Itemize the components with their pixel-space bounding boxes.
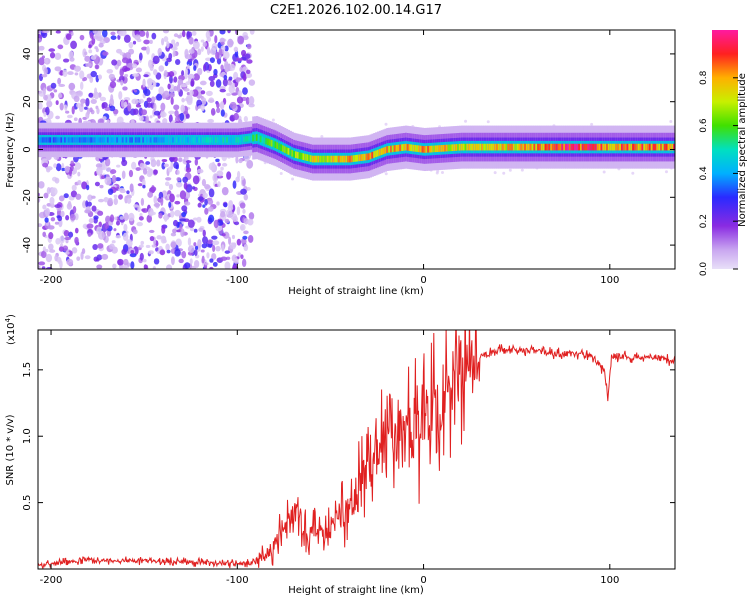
colorbar-tick-label: 0.6 [699, 118, 709, 133]
spectrogram-x-axis: -200 -100 0 100 [40, 30, 619, 286]
colorbar-tick-label: 0.0 [699, 262, 709, 277]
colorbar-label: Normalized spectral amplitude [737, 73, 748, 227]
snr-ytick-label: 1.5 [22, 362, 33, 378]
snr-xtick-label: 0 [420, 575, 426, 586]
snr-xtick-label: 100 [600, 575, 619, 586]
spectrogram-xlabel: Height of straight line (km) [288, 286, 424, 297]
snr-scale-suffix: ) [6, 314, 17, 318]
snr-xtick-label: -200 [40, 575, 63, 586]
spectrogram-ytick-label: -20 [22, 189, 33, 205]
snr-xtick-label: -100 [226, 575, 249, 586]
spectrogram-heat [38, 30, 675, 269]
spectrogram-xtick-label: -100 [226, 275, 249, 286]
snr-scale-label: (x104) [4, 314, 17, 345]
spectrogram-ytick-label: 40 [22, 48, 33, 61]
snr-scale-exponent: 4 [4, 317, 12, 322]
spectrogram-ytick-label: 0 [22, 146, 33, 152]
spectrogram-xtick-label: -200 [40, 275, 63, 286]
snr-panel: -200 -100 0 100 0.5 1.0 1.5 Height of straigh… [4, 314, 676, 596]
figure-title: C2E1.2026.102.00.14.G17 [270, 3, 442, 18]
svg-text:(x104): (x104) [4, 314, 17, 345]
colorbar-tick-label: 0.4 [699, 166, 709, 181]
spectrogram-xtick-label: 0 [420, 275, 426, 286]
snr-ytick-label: 0.5 [22, 495, 33, 511]
snr-ytick-label: 1.0 [22, 428, 33, 444]
spectrogram-ylabel: Frequency (Hz) [5, 112, 16, 188]
spectrogram-ytick-label: -40 [22, 237, 33, 253]
snr-x-axis: -200 -100 0 100 [40, 330, 619, 586]
snr-y-axis: 0.5 1.0 1.5 [22, 362, 675, 511]
colorbar: 0.0 0.2 0.4 0.6 0.8 Normalized spectral ampl… [699, 30, 748, 276]
spectrogram-ytick-label: 20 [22, 95, 33, 108]
spectrogram-xtick-label: 100 [600, 275, 619, 286]
snr-scale-prefix: (x10 [6, 322, 17, 345]
colorbar-tick-label: 0.8 [699, 70, 709, 85]
spectrogram-y-axis: -40 -20 0 20 40 [22, 48, 675, 253]
colorbar-tick-label: 0.2 [699, 214, 709, 228]
snr-ylabel: SNR (10 * v/v) [5, 414, 16, 485]
snr-series-line [38, 330, 675, 569]
colorbar-gradient [712, 30, 738, 269]
colorbar-ticks: 0.0 0.2 0.4 0.6 0.8 [699, 70, 738, 276]
snr-xlabel: Height of straight line (km) [288, 585, 424, 596]
snr-frame [37, 329, 676, 570]
